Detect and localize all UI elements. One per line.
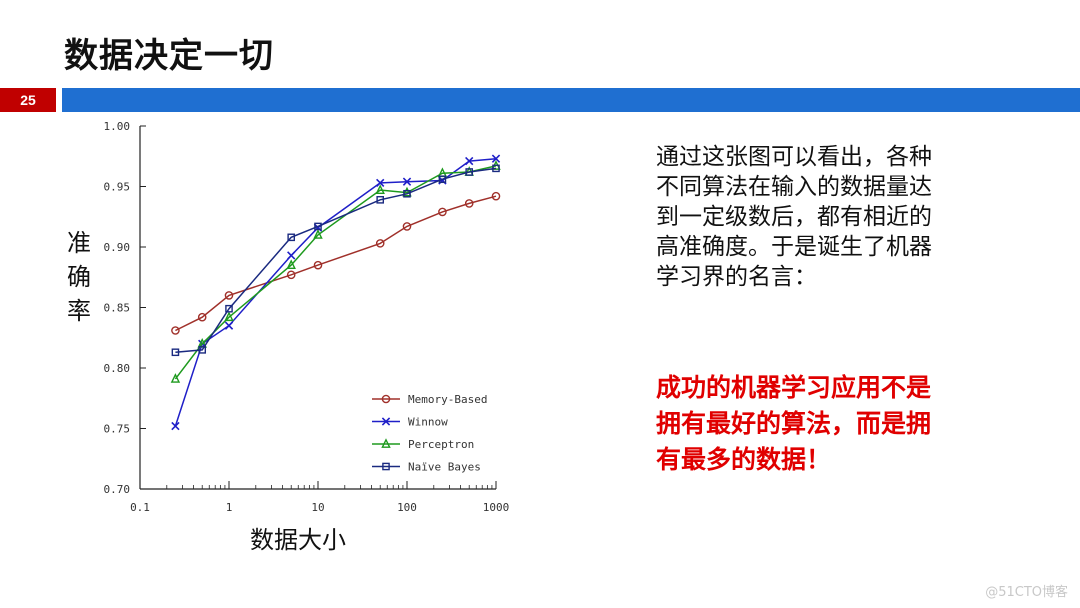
data-point	[491, 191, 501, 201]
data-point	[170, 373, 181, 383]
x-tick-label: 0.1	[130, 501, 150, 514]
y-axis-label-char: 率	[67, 297, 91, 325]
data-point	[313, 229, 323, 239]
y-axis-label-char: 准	[67, 229, 91, 257]
data-point	[491, 154, 501, 163]
series-na-ve-bayes	[171, 164, 500, 357]
series-line	[175, 195, 497, 332]
legend-entry: Winnow	[372, 416, 448, 429]
data-point	[376, 196, 385, 204]
series-perceptron	[170, 160, 501, 383]
data-point	[171, 348, 180, 357]
legend-label: Naïve Bayes	[408, 461, 481, 474]
data-point	[171, 326, 180, 335]
y-tick-label: 0.85	[104, 302, 131, 315]
watermark: @51CTO博客	[985, 585, 1068, 600]
data-point	[286, 259, 296, 270]
legend-entry: Memory-Based	[372, 393, 487, 406]
legend-label: Perceptron	[408, 438, 474, 451]
y-tick-label: 0.75	[104, 423, 131, 436]
x-tick-label: 1	[226, 501, 233, 514]
legend-marker	[381, 438, 391, 448]
legend-entry: Perceptron	[372, 438, 474, 451]
y-tick-label: 0.95	[104, 181, 131, 194]
legend-marker	[381, 417, 391, 426]
data-point	[313, 260, 323, 270]
y-tick-label: 0.70	[104, 483, 131, 496]
data-point	[286, 270, 296, 280]
description-text: 通过这张图可以看出，各种不同算法在输入的数据量达到一定级数后，都有相近的高准确度…	[656, 144, 932, 290]
legend-label: Memory-Based	[408, 393, 487, 406]
y-tick-label: 1.00	[104, 120, 131, 133]
legend-label: Winnow	[408, 416, 448, 429]
data-point	[287, 251, 296, 260]
legend-marker	[381, 394, 391, 404]
data-point	[465, 156, 474, 166]
data-point	[171, 421, 180, 431]
data-point	[224, 321, 234, 330]
y-axis-label-char: 确	[67, 263, 91, 291]
x-tick-label: 1000	[483, 501, 510, 514]
data-point	[198, 346, 207, 354]
series-memory-based	[171, 191, 501, 335]
data-point	[375, 184, 385, 195]
data-point	[438, 207, 447, 217]
data-point	[465, 168, 474, 176]
x-axis-label: 数据大小	[250, 526, 346, 554]
chart-series	[170, 154, 501, 431]
y-tick-label: 0.90	[104, 241, 131, 254]
data-point	[287, 233, 296, 242]
data-point	[492, 164, 500, 173]
data-point	[402, 177, 412, 186]
header-bar	[62, 88, 1080, 112]
data-point	[197, 312, 207, 322]
data-point	[224, 291, 234, 300]
series-line	[174, 165, 497, 380]
highlight-quote: 成功的机器学习应用不是拥有最好的算法，而是拥有最多的数据！	[656, 373, 932, 474]
data-point	[438, 175, 447, 184]
y-tick-label: 0.80	[104, 362, 131, 375]
data-point	[224, 311, 234, 322]
data-point	[375, 239, 385, 248]
chart-axes: 0.70 0.75 0.80 0.85 0.90 0.95 1.00 0.1 1 10 100 100…	[104, 120, 510, 514]
legend-entry: Naïve Bayes	[372, 461, 481, 474]
y-axis-label: 准确率	[64, 226, 94, 328]
data-point	[402, 222, 412, 231]
data-point	[403, 189, 411, 198]
series-line	[174, 157, 497, 427]
slide-title: 数据决定一切	[64, 36, 274, 76]
data-point	[225, 304, 233, 313]
data-point	[464, 199, 474, 208]
x-tick-label: 10	[311, 501, 324, 514]
page-number-badge: 25	[0, 88, 56, 112]
data-point	[402, 186, 412, 197]
data-point	[376, 178, 385, 188]
legend-marker	[382, 462, 390, 471]
series-winnow	[171, 154, 501, 431]
data-point	[314, 222, 322, 231]
series-line	[175, 167, 497, 354]
chart-legend: Memory-Based Winnow Perceptron Naïve Bayes	[372, 393, 487, 474]
x-tick-label: 100	[397, 501, 417, 514]
